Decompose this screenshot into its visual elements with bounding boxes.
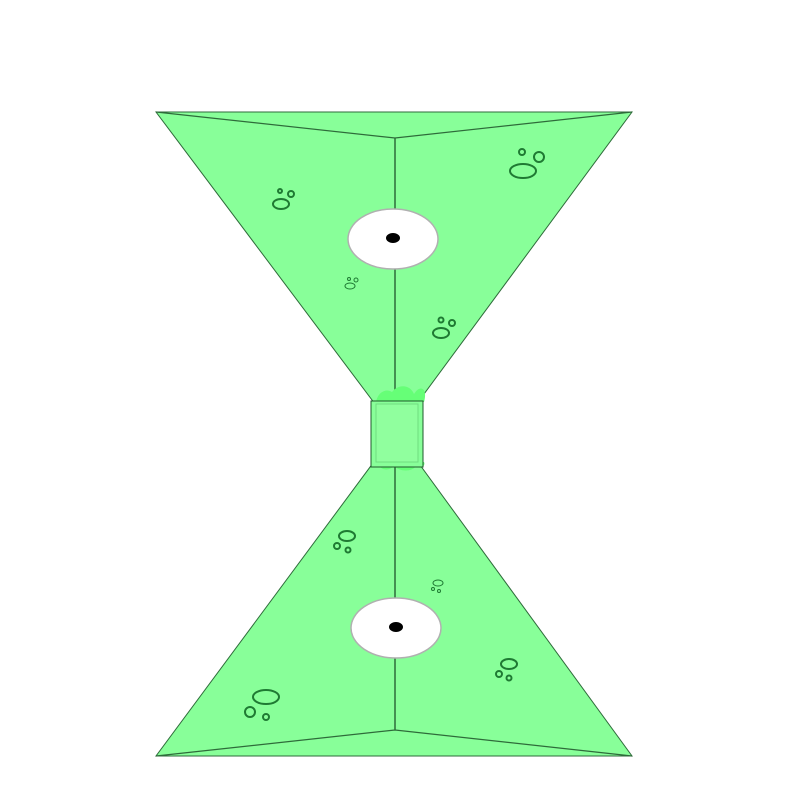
spot [432,327,450,339]
spot [431,587,435,591]
spot [344,282,356,290]
spot [432,579,444,587]
top-spots [272,148,545,339]
spot [509,163,537,179]
spot [277,188,283,194]
pupil [389,622,403,632]
spot [244,706,256,718]
bottom-eye [350,597,442,659]
spot [353,277,359,283]
bottom-segment [155,431,633,757]
spot [252,689,280,705]
spot [500,658,518,670]
connector-blob-top [376,386,426,402]
spot [505,674,513,682]
top-triangle-body [155,111,633,433]
spot [333,542,341,550]
connector-joint[interactable] [370,386,426,471]
spot [533,151,545,163]
spot [287,190,295,198]
spot [347,277,351,281]
spot [262,713,270,721]
spot [437,316,445,324]
spot [495,670,503,678]
spot [518,148,526,156]
bottom-triangle-body [155,431,633,757]
spot [448,319,456,327]
spot [437,589,441,593]
connector-inner [375,403,419,463]
top-segment [155,111,633,433]
spot [272,198,290,210]
spot [338,530,356,542]
pupil [386,233,400,243]
bottom-spots [244,530,518,721]
top-eye [347,208,439,270]
spot [344,546,352,554]
